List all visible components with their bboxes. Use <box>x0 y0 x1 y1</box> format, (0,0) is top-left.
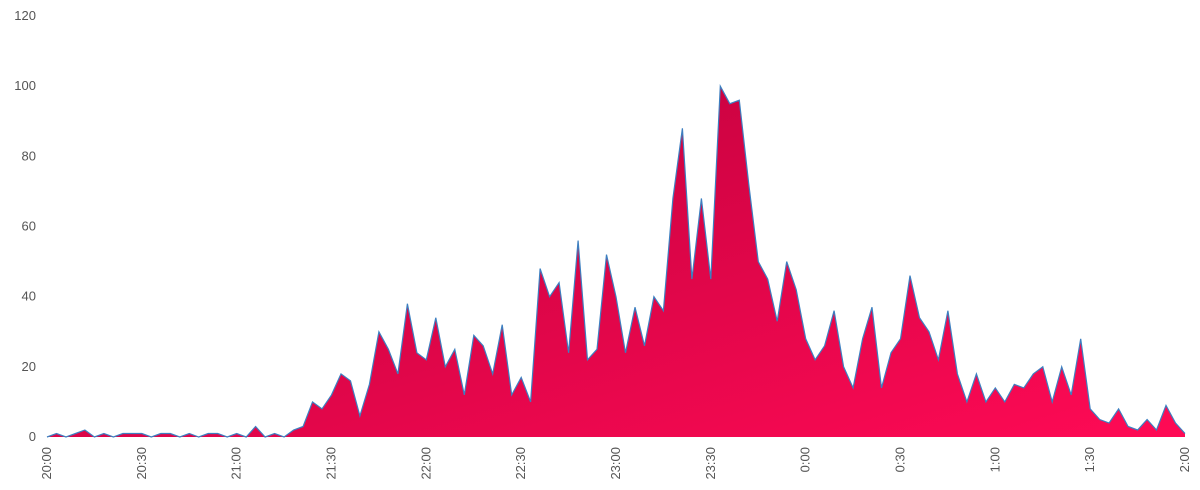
x-tick-label: 21:30 <box>324 447 339 480</box>
x-tick-label: 0:00 <box>798 447 813 472</box>
x-tick-label: 1:30 <box>1082 447 1097 472</box>
area-line <box>46 84 1186 438</box>
x-tick-label: 23:30 <box>703 447 718 480</box>
y-tick-label: 120 <box>14 8 36 23</box>
y-tick-label: 40 <box>22 289 36 304</box>
y-tick-label: 60 <box>22 219 36 234</box>
x-tick-label: 0:30 <box>893 447 908 472</box>
y-tick-label: 100 <box>14 78 36 93</box>
x-tick-label: 20:30 <box>134 447 149 480</box>
area-fill <box>47 86 1185 437</box>
x-tick-label: 22:30 <box>513 447 528 480</box>
y-tick-label: 80 <box>22 148 36 163</box>
x-tick-label: 21:00 <box>229 447 244 480</box>
x-tick-label: 23:00 <box>608 447 623 480</box>
x-tick-label: 20:00 <box>39 447 54 480</box>
y-tick-label: 20 <box>22 359 36 374</box>
x-tick-label: 22:00 <box>418 447 433 480</box>
x-tick-label: 2:00 <box>1177 447 1192 472</box>
y-tick-label: 0 <box>29 429 36 444</box>
x-tick-label: 1:00 <box>987 447 1002 472</box>
